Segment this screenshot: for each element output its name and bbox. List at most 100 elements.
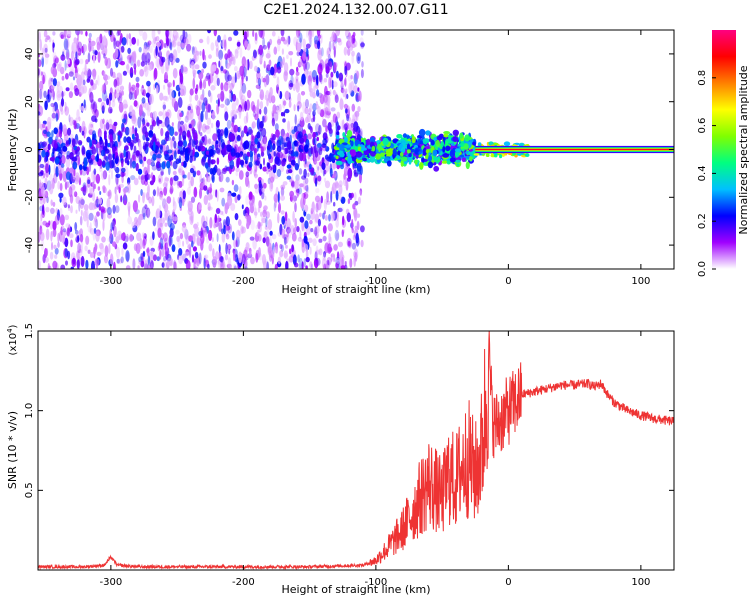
heatmap-cell: [203, 185, 208, 191]
heatmap-cell: [227, 244, 232, 250]
heatmap-cell: [288, 254, 294, 263]
heatmap-cell: [285, 244, 288, 249]
heatmap-cell: [49, 90, 52, 101]
heatmap-cell: [285, 136, 290, 142]
heatmap-cell: [235, 152, 241, 158]
heatmap-cell: [42, 204, 45, 216]
heatmap-cell: [105, 161, 110, 171]
heatmap-cell: [220, 90, 225, 102]
colorbar-tick-label: 0.0: [697, 261, 708, 277]
heatmap-cell: [125, 151, 129, 159]
heatmap-cell: [340, 120, 345, 130]
heatmap-cell: [217, 97, 220, 107]
heatmap-cell: [357, 146, 362, 152]
heatmap-cell: [300, 91, 306, 96]
heatmap-cell: [79, 58, 84, 65]
heatmap-cell: [232, 250, 236, 262]
heatmap-cell: [234, 48, 240, 54]
heatmap-cell: [279, 250, 284, 258]
heatmap-cell: [333, 81, 338, 88]
heatmap-cell: [296, 66, 299, 73]
heatmap-cell: [109, 92, 113, 101]
heatmap-cell: [114, 165, 117, 171]
heatmap-cell: [39, 80, 44, 91]
heatmap-cell: [248, 161, 253, 168]
heatmap-cell: [143, 156, 147, 162]
heatmap-cell: [156, 186, 160, 197]
heatmap-cell: [198, 38, 204, 44]
heatmap-cell: [323, 210, 326, 215]
heatmap-cell: [317, 218, 321, 227]
heatmap-cell: [186, 186, 191, 195]
heatmap-cell: [125, 265, 131, 269]
heatmap-cell: [50, 85, 56, 90]
heatmap-cell: [76, 48, 80, 54]
heatmap-cell: [422, 147, 427, 156]
heatmap-cell: [100, 101, 106, 112]
heatmap-cell: [357, 106, 361, 112]
heatmap-cell: [241, 204, 244, 210]
heatmap-cell: [71, 257, 77, 268]
heatmap-cell: [228, 248, 231, 255]
heatmap-cell: [305, 184, 309, 195]
heatmap-cell: [142, 238, 147, 247]
heatmap-cell: [79, 197, 85, 210]
heatmap-cell: [334, 229, 340, 242]
heatmap-cell: [174, 131, 178, 136]
heatmap-cell: [295, 75, 299, 82]
heatmap-cell: [53, 173, 58, 184]
heatmap-cell: [172, 196, 175, 207]
heatmap-cell: [112, 146, 116, 155]
heatmap-cell: [201, 68, 205, 74]
heatmap-cell: [83, 157, 88, 168]
heatmap-cell: [362, 154, 366, 158]
heatmap-cell: [249, 236, 255, 241]
heatmap-cell: [86, 67, 92, 77]
heatmap-cell: [326, 256, 332, 266]
heatmap-cell: [115, 60, 119, 68]
heatmap-cell: [92, 68, 97, 80]
heatmap-cell: [309, 103, 313, 113]
heatmap-cell: [421, 157, 425, 164]
heatmap-cell: [102, 118, 105, 125]
heatmap-cell: [301, 152, 307, 162]
heatmap-cell: [254, 187, 260, 194]
heatmap-cell: [39, 199, 43, 205]
heatmap-cell: [103, 254, 109, 264]
heatmap-cell: [59, 66, 65, 75]
heatmap-cell: [247, 89, 252, 99]
heatmap-cell: [262, 182, 267, 189]
heatmap-cell: [327, 243, 332, 254]
heatmap-cell: [158, 111, 163, 117]
heatmap-cell: [342, 132, 346, 138]
heatmap-cell: [40, 212, 43, 218]
heatmap-cell: [75, 209, 78, 214]
heatmap-cell: [111, 159, 115, 169]
heatmap-cell: [249, 150, 254, 158]
heatmap-cell: [227, 195, 233, 206]
heatmap-cell: [205, 216, 208, 224]
heatmap-cell: [91, 146, 97, 155]
heatmap-cell: [128, 33, 131, 40]
heatmap-cell: [126, 233, 129, 242]
heatmap-cell: [115, 155, 120, 163]
heatmap-cell: [153, 67, 158, 80]
heatmap-cell: [54, 157, 60, 164]
heatmap-cell: [324, 214, 328, 221]
heatmap-cell: [70, 266, 75, 269]
heatmap-cell: [267, 50, 271, 58]
heatmap-cell: [139, 159, 143, 165]
heatmap-cell: [297, 105, 300, 112]
heatmap-cell: [282, 100, 287, 106]
heatmap-cell: [406, 135, 410, 140]
heatmap-cell: [143, 141, 147, 152]
heatmap-cell: [85, 259, 89, 269]
heatmap-cell: [191, 138, 196, 148]
heatmap-cell: [285, 260, 289, 269]
heatmap-cell: [150, 161, 156, 167]
heatmap-cell: [274, 156, 280, 165]
heatmap-cell: [128, 105, 134, 117]
heatmap-cell: [70, 205, 73, 214]
heatmap-cell: [160, 127, 164, 137]
heatmap-cell: [70, 171, 75, 183]
